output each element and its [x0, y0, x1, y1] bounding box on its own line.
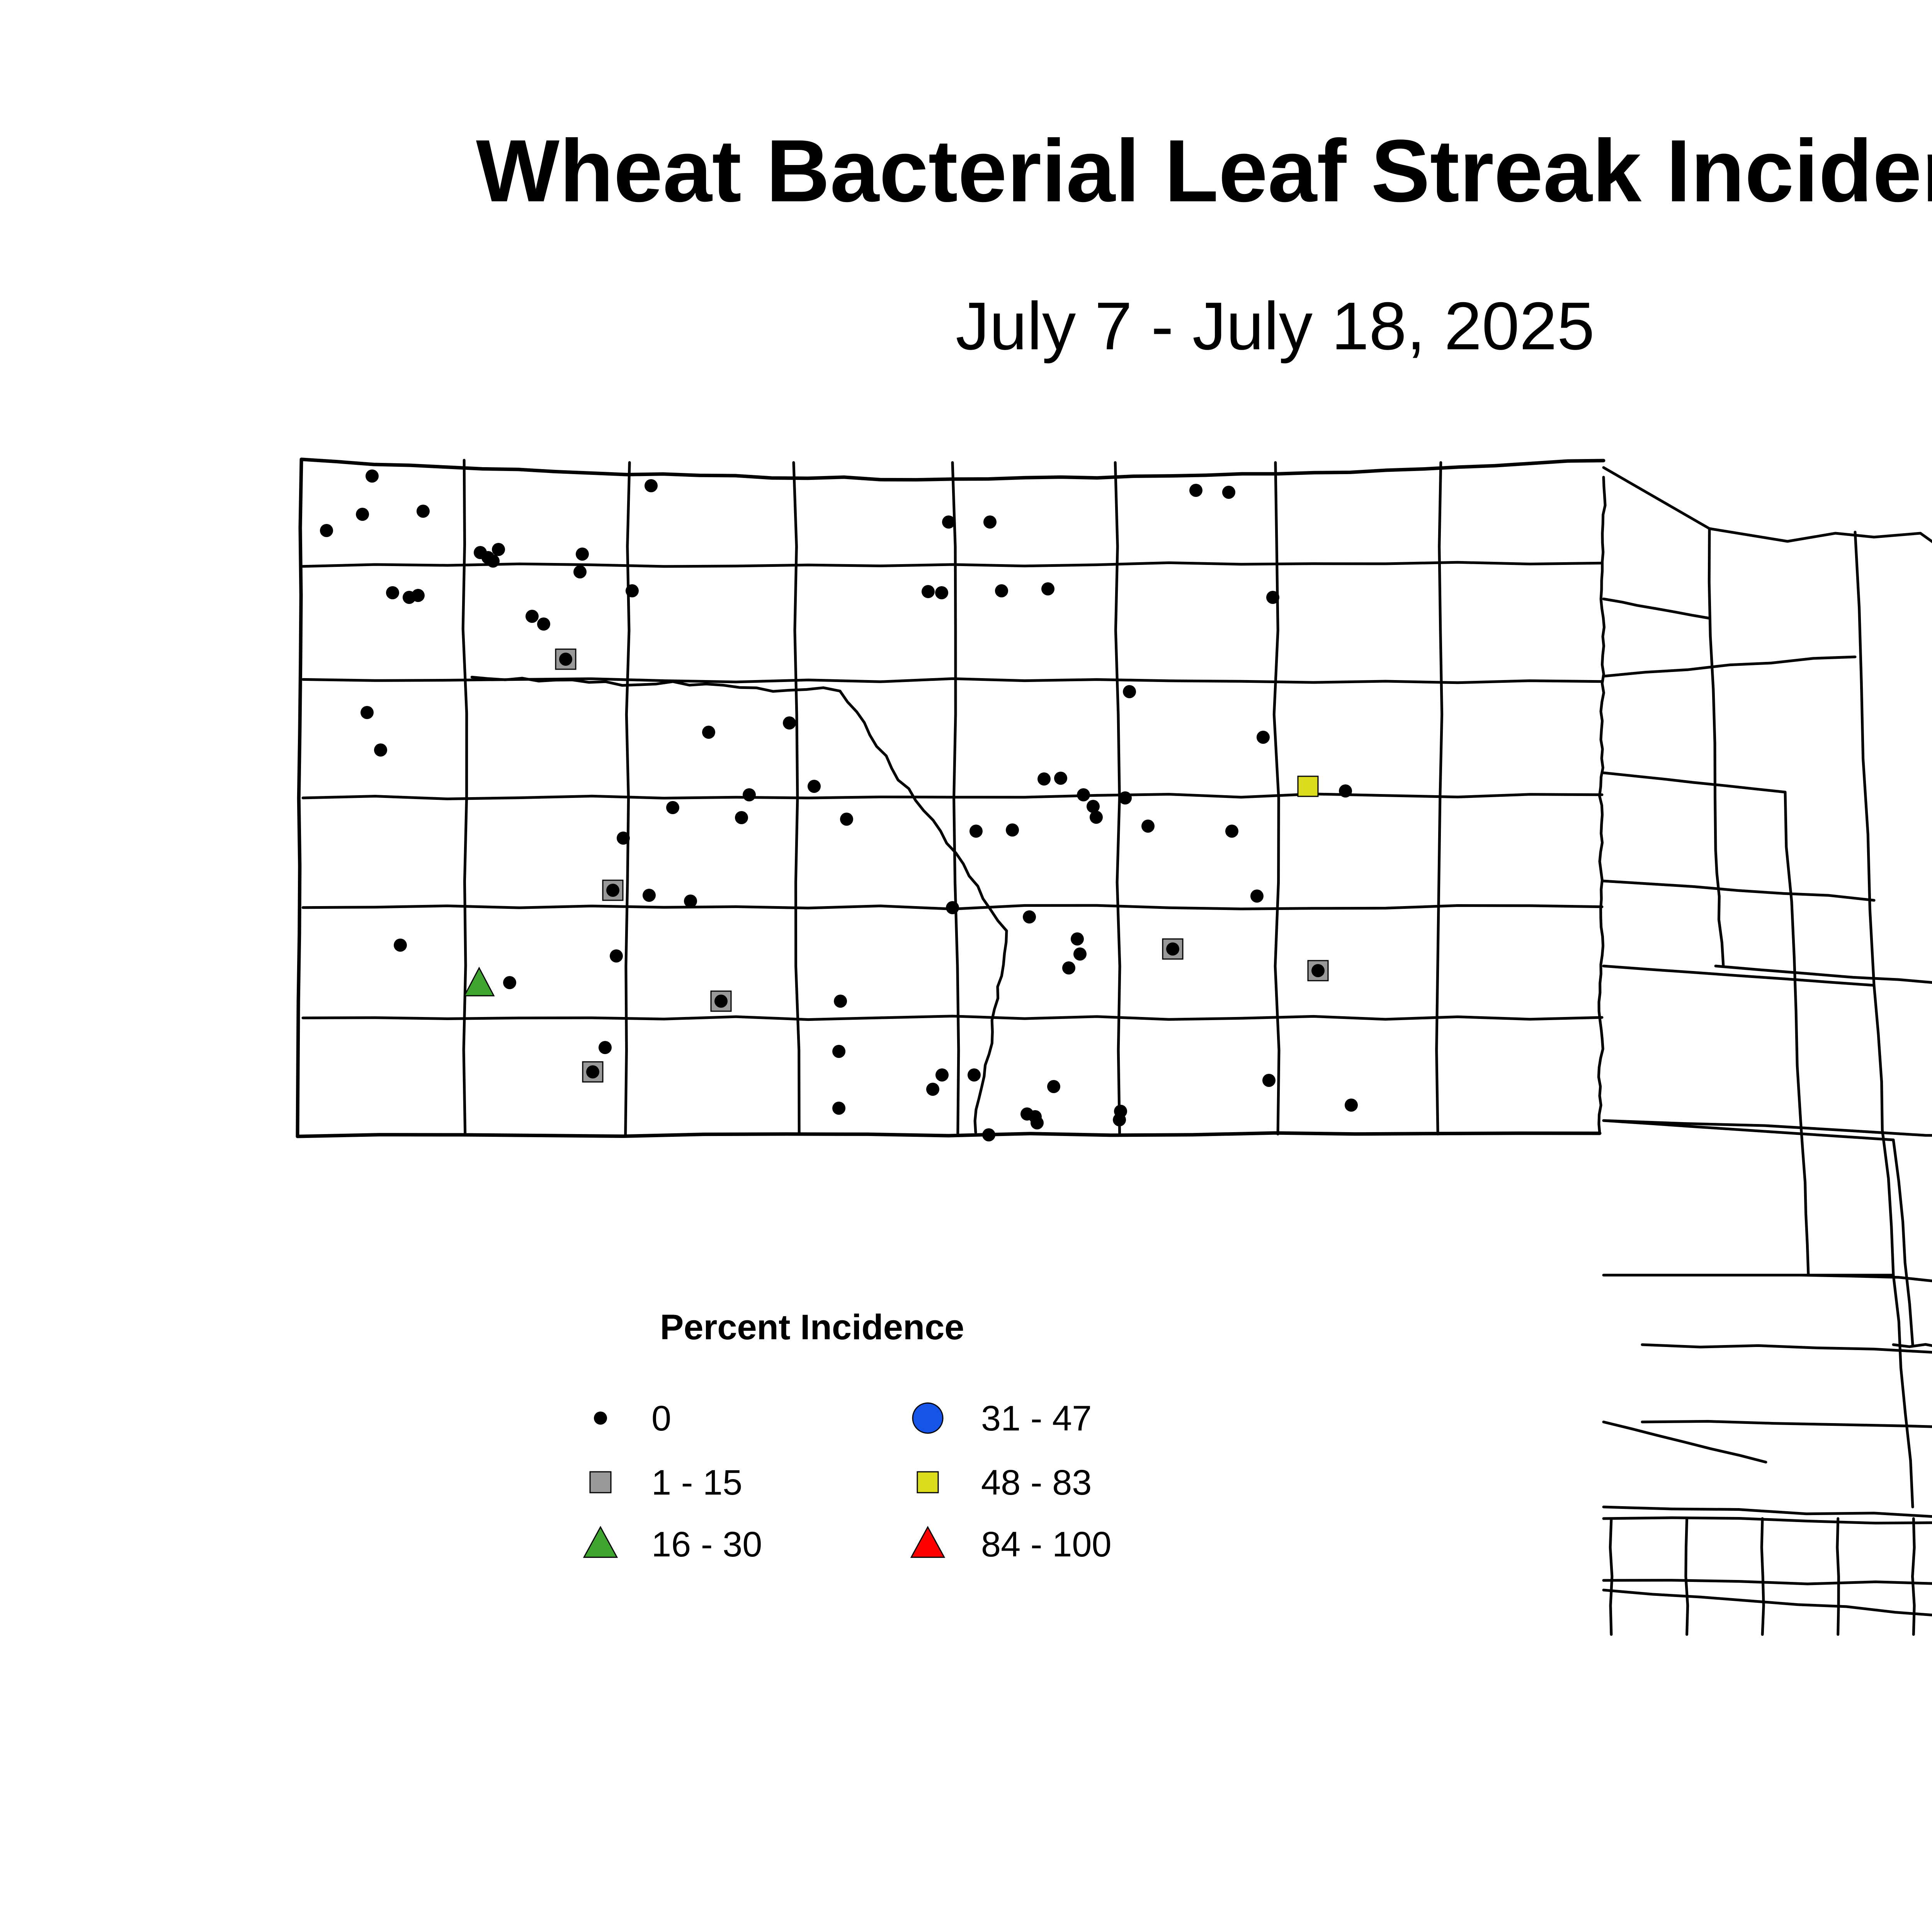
svg-text:16 - 30: 16 - 30 — [651, 1525, 762, 1564]
svg-text:0: 0 — [651, 1399, 671, 1438]
svg-text:Percent Incidence: Percent Incidence — [660, 1308, 964, 1347]
svg-text:31 - 47: 31 - 47 — [981, 1399, 1092, 1438]
svg-text:84 - 100: 84 - 100 — [981, 1525, 1112, 1564]
svg-text:48 - 83: 48 - 83 — [981, 1463, 1092, 1502]
svg-text:1 - 15: 1 - 15 — [651, 1463, 742, 1502]
